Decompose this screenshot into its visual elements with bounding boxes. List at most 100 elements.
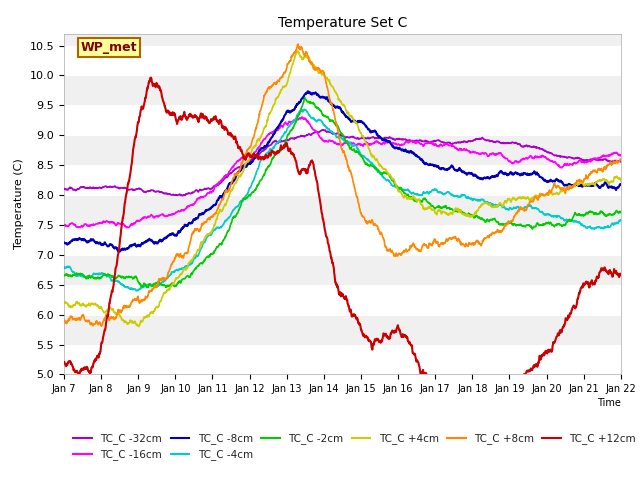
TC_C -32cm xyxy=(316,128,324,134)
TC_C +4cm xyxy=(617,178,625,183)
Bar xyxy=(64,285,621,314)
Bar xyxy=(64,345,621,374)
TC_C -2cm xyxy=(602,213,609,218)
Line: TC_C -16cm: TC_C -16cm xyxy=(64,117,621,228)
TC_C -32cm xyxy=(179,193,186,199)
Line: TC_C +12cm: TC_C +12cm xyxy=(64,78,621,407)
TC_C +4cm xyxy=(60,300,68,306)
TC_C -4cm xyxy=(317,117,324,123)
TC_C -8cm xyxy=(115,249,123,254)
TC_C -8cm xyxy=(60,240,68,246)
Title: Temperature Set C: Temperature Set C xyxy=(278,16,407,30)
TC_C -8cm xyxy=(602,180,609,185)
TC_C -8cm xyxy=(317,94,324,100)
TC_C -16cm xyxy=(332,139,339,145)
Bar xyxy=(64,314,621,345)
Line: TC_C -2cm: TC_C -2cm xyxy=(64,98,621,288)
TC_C +4cm xyxy=(294,48,301,54)
TC_C +4cm xyxy=(332,89,339,95)
Line: TC_C -4cm: TC_C -4cm xyxy=(64,109,621,291)
TC_C -4cm xyxy=(332,132,339,138)
TC_C -4cm xyxy=(60,264,68,270)
TC_C -32cm xyxy=(320,127,328,132)
Line: TC_C +4cm: TC_C +4cm xyxy=(64,51,621,326)
TC_C -16cm xyxy=(123,225,131,230)
Y-axis label: Temperature (C): Temperature (C) xyxy=(14,158,24,250)
TC_C -8cm xyxy=(332,105,339,110)
TC_C -4cm xyxy=(88,273,96,279)
TC_C -2cm xyxy=(144,285,152,290)
TC_C -16cm xyxy=(60,222,68,228)
TC_C -4cm xyxy=(617,217,625,223)
TC_C -2cm xyxy=(332,122,339,128)
TC_C +12cm xyxy=(617,271,625,277)
TC_C -16cm xyxy=(298,114,306,120)
TC_C -16cm xyxy=(617,152,625,158)
Line: TC_C +8cm: TC_C +8cm xyxy=(64,44,621,326)
Text: Time: Time xyxy=(597,398,621,408)
TC_C +8cm xyxy=(601,165,609,170)
TC_C +8cm xyxy=(60,318,68,324)
TC_C -2cm xyxy=(301,95,308,101)
TC_C -8cm xyxy=(88,237,96,243)
TC_C +4cm xyxy=(602,177,609,183)
TC_C -4cm xyxy=(499,204,507,210)
TC_C -4cm xyxy=(601,225,609,230)
TC_C -2cm xyxy=(499,221,507,227)
Line: TC_C -32cm: TC_C -32cm xyxy=(64,130,621,196)
TC_C +4cm xyxy=(135,324,143,329)
TC_C -16cm xyxy=(602,154,609,159)
TC_C +12cm xyxy=(147,75,155,81)
TC_C -8cm xyxy=(617,181,625,187)
TC_C +12cm xyxy=(602,266,609,272)
Bar xyxy=(64,135,621,165)
TC_C -32cm xyxy=(60,186,68,192)
TC_C -2cm xyxy=(317,108,324,114)
TC_C -16cm xyxy=(88,222,96,228)
TC_C +8cm xyxy=(88,321,96,327)
TC_C -4cm xyxy=(132,288,140,294)
Legend: TC_C -32cm, TC_C -16cm, TC_C -8cm, TC_C -4cm, TC_C -2cm, TC_C +4cm, TC_C +8cm, T: TC_C -32cm, TC_C -16cm, TC_C -8cm, TC_C … xyxy=(69,429,640,465)
TC_C -32cm xyxy=(88,185,96,191)
TC_C +8cm xyxy=(617,156,625,162)
TC_C +12cm xyxy=(88,364,96,370)
TC_C -2cm xyxy=(601,213,609,218)
TC_C -4cm xyxy=(602,225,609,231)
Bar xyxy=(64,75,621,105)
TC_C +8cm xyxy=(294,41,302,47)
Text: WP_met: WP_met xyxy=(81,41,137,54)
TC_C +8cm xyxy=(98,323,106,329)
TC_C -32cm xyxy=(601,156,609,162)
TC_C -2cm xyxy=(60,273,68,278)
TC_C -2cm xyxy=(88,275,96,280)
TC_C +8cm xyxy=(317,70,324,75)
TC_C +12cm xyxy=(468,404,476,409)
TC_C +4cm xyxy=(317,69,324,74)
Bar xyxy=(64,165,621,195)
TC_C +12cm xyxy=(601,265,609,271)
Bar xyxy=(64,225,621,255)
TC_C +4cm xyxy=(601,177,609,183)
TC_C +8cm xyxy=(602,165,609,170)
TC_C -16cm xyxy=(317,135,324,141)
TC_C -32cm xyxy=(499,140,507,146)
TC_C -32cm xyxy=(602,156,609,162)
TC_C -2cm xyxy=(617,209,625,215)
TC_C +12cm xyxy=(316,200,324,205)
TC_C -16cm xyxy=(499,154,507,159)
TC_C -32cm xyxy=(617,159,625,165)
TC_C -16cm xyxy=(601,153,609,159)
Line: TC_C -8cm: TC_C -8cm xyxy=(64,91,621,252)
TC_C +8cm xyxy=(499,226,507,232)
TC_C +8cm xyxy=(332,117,339,123)
TC_C -8cm xyxy=(304,88,312,94)
TC_C -8cm xyxy=(601,180,609,185)
TC_C +4cm xyxy=(88,301,96,307)
Bar xyxy=(64,46,621,75)
TC_C -4cm xyxy=(301,107,308,112)
Bar xyxy=(64,195,621,225)
TC_C -32cm xyxy=(332,131,339,137)
TC_C +12cm xyxy=(60,360,68,365)
Bar xyxy=(64,255,621,285)
Bar xyxy=(64,105,621,135)
